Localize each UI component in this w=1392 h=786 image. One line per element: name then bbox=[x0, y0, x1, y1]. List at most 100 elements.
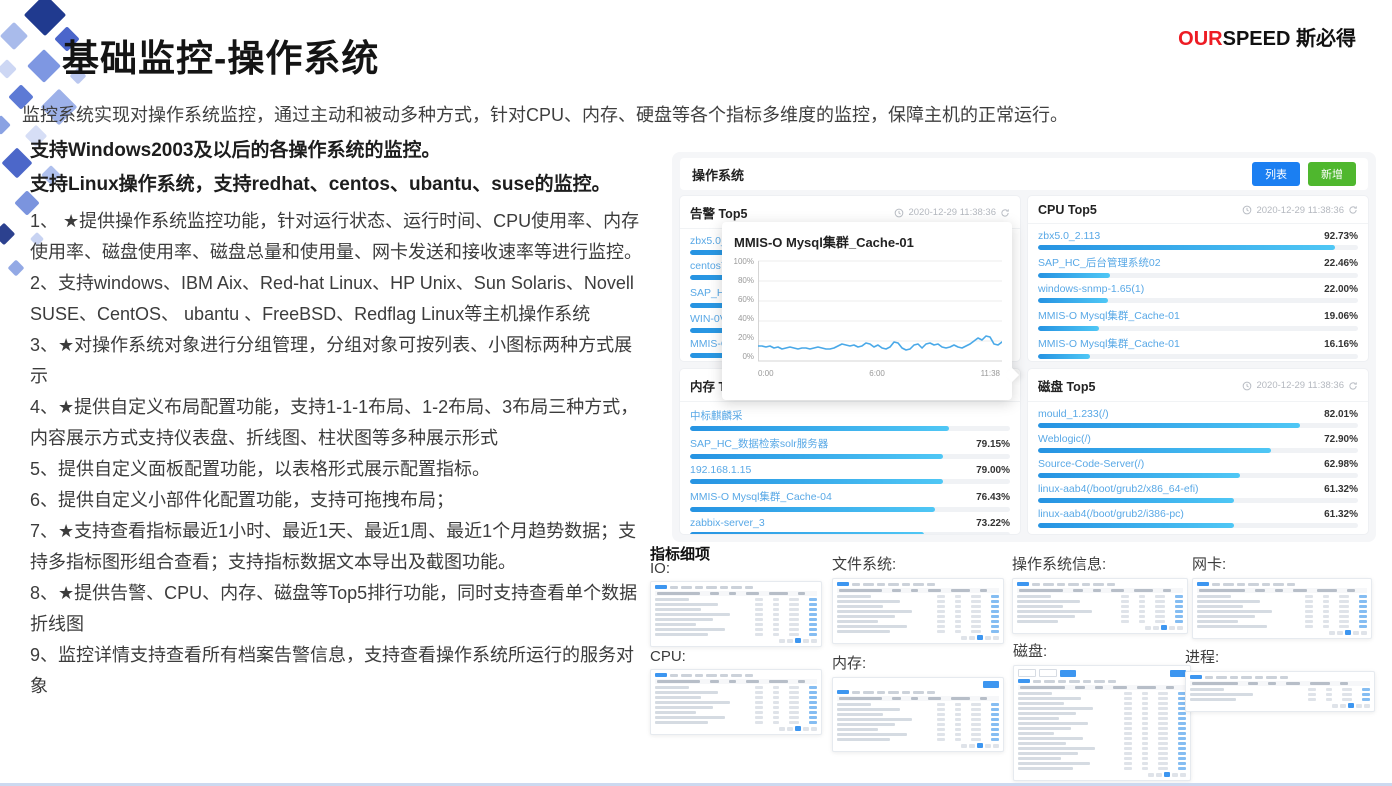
decoration-diamond bbox=[27, 49, 61, 83]
top5-item-label[interactable]: zbx5.0_2.113 bbox=[1038, 230, 1101, 242]
preview-bar bbox=[955, 718, 961, 721]
preview-bar bbox=[789, 603, 799, 606]
top5-item: SAP_HC_数据检索solr服务器 79.15% bbox=[690, 433, 1010, 461]
preview-bar bbox=[1178, 722, 1186, 725]
top5-item-bar bbox=[690, 454, 1010, 459]
preview-bar bbox=[1364, 703, 1370, 708]
preview-bar bbox=[1255, 675, 1263, 679]
preview-table-row bbox=[1018, 697, 1186, 700]
preview-bar bbox=[655, 711, 696, 714]
preview-table-row bbox=[655, 608, 817, 611]
preview-bar bbox=[1142, 732, 1148, 735]
preview-table-head bbox=[655, 679, 817, 684]
clock-icon bbox=[895, 208, 904, 217]
preview-table-row bbox=[655, 696, 817, 699]
top5-item-label[interactable]: 192.168.1.15 bbox=[690, 464, 752, 476]
preview-bar bbox=[1178, 767, 1186, 770]
preview-bar bbox=[979, 697, 987, 700]
preview-bar bbox=[769, 592, 788, 595]
top5-item: 192.168.1.15 79.00% bbox=[690, 461, 1010, 486]
preview-bar bbox=[1142, 742, 1148, 745]
top5-item-label[interactable]: Weblogic(/) bbox=[1038, 433, 1091, 445]
preview-bar bbox=[937, 723, 945, 726]
preview-bar bbox=[809, 696, 817, 699]
preview-pagination bbox=[837, 743, 999, 748]
preview-bar bbox=[773, 716, 779, 719]
preview-bar bbox=[1175, 610, 1183, 613]
preview-bar bbox=[773, 721, 779, 724]
preview-bar bbox=[1057, 582, 1065, 586]
metric-group: 操作系统信息: bbox=[1012, 553, 1188, 634]
company-logo: OURSPEED 斯必得 bbox=[1178, 22, 1356, 51]
preview-bar bbox=[789, 711, 799, 714]
preview-bar bbox=[1124, 712, 1132, 715]
preview-table-row bbox=[1197, 610, 1367, 613]
preview-bar bbox=[809, 711, 817, 714]
top5-item-bar bbox=[1038, 523, 1358, 528]
top5-item-label[interactable]: SAP_HC_数据检索solr服务器 bbox=[690, 438, 829, 450]
panel-timestamp: 2020-12-29 11:38:36 bbox=[1256, 204, 1344, 216]
logo-text-our: OUR bbox=[1178, 28, 1223, 50]
preview-bar bbox=[1361, 630, 1367, 635]
preview-bar bbox=[1158, 712, 1168, 715]
preview-bar bbox=[927, 690, 935, 694]
preview-bar bbox=[937, 708, 945, 711]
top5-item-label[interactable]: MMIS-O Mysql集群_Cache-01 bbox=[1038, 338, 1180, 350]
refresh-icon[interactable] bbox=[1000, 208, 1010, 218]
preview-bar bbox=[1177, 625, 1183, 630]
preview-bar bbox=[1275, 589, 1283, 592]
preview-table-row bbox=[1017, 595, 1183, 598]
preview-table-row bbox=[1018, 702, 1186, 705]
metric-group-label: 操作系统信息: bbox=[1012, 556, 1107, 573]
preview-bar bbox=[655, 716, 725, 719]
dashboard-header: 操作系统 列表 新增 bbox=[680, 158, 1368, 190]
preview-bar bbox=[1124, 742, 1132, 745]
preview-bar bbox=[1205, 675, 1213, 679]
preview-tabs bbox=[655, 673, 817, 677]
preview-bar bbox=[1124, 757, 1132, 760]
preview-bar bbox=[837, 595, 871, 598]
preview-bar bbox=[809, 686, 817, 689]
preview-bar bbox=[985, 743, 991, 748]
preview-bar bbox=[902, 690, 910, 694]
refresh-icon[interactable] bbox=[1348, 205, 1358, 215]
top5-item-label[interactable]: mould_1.233(/) bbox=[1038, 408, 1109, 420]
decoration-diamond bbox=[0, 59, 17, 79]
refresh-icon[interactable] bbox=[1348, 381, 1358, 391]
preview-bar bbox=[773, 701, 779, 704]
top5-item-label[interactable]: zabbix-server_3 bbox=[690, 517, 765, 529]
panel-header: CPU Top5 2020-12-29 11:38:36 bbox=[1028, 196, 1368, 224]
preview-bar bbox=[809, 618, 817, 621]
preview-table-row bbox=[1190, 693, 1370, 696]
preview-bar bbox=[809, 598, 817, 601]
top5-item: 中标麒麟采 bbox=[690, 405, 1010, 433]
top5-item-label[interactable]: 中标麒麟采 bbox=[690, 410, 743, 422]
preview-bar bbox=[1124, 692, 1132, 695]
top5-item-label[interactable]: MMIS-O Mysql集群_Cache-01 bbox=[1038, 310, 1180, 322]
preview-bar bbox=[1323, 615, 1329, 618]
list-view-button[interactable]: 列表 bbox=[1252, 162, 1300, 186]
preview-bar bbox=[991, 713, 999, 716]
preview-bar bbox=[1178, 717, 1186, 720]
preview-bar bbox=[1142, 737, 1148, 740]
preview-bar bbox=[1197, 600, 1260, 603]
preview-bar bbox=[1018, 732, 1054, 735]
preview-bar bbox=[755, 618, 763, 621]
preview-bar bbox=[746, 680, 760, 683]
preview-bar bbox=[1339, 610, 1349, 613]
preview-tabs bbox=[837, 690, 999, 694]
top5-item-label[interactable]: MMIS-O Mysql集群_Cache-04 bbox=[690, 491, 832, 503]
preview-table-row bbox=[837, 615, 999, 618]
top5-item-label[interactable]: linux-aab4(/boot/grub2/i386-pc) bbox=[1038, 508, 1184, 520]
top5-item-label[interactable]: linux-aab4(/boot/grub2/x86_64-efi) bbox=[1038, 483, 1199, 495]
top5-item-bar bbox=[1038, 473, 1358, 478]
preview-bar bbox=[809, 691, 817, 694]
preview-bar bbox=[1308, 698, 1316, 701]
decoration-diamond bbox=[0, 222, 16, 246]
preview-bar bbox=[877, 582, 885, 586]
top5-item-label[interactable]: windows-snmp-1.65(1) bbox=[1038, 283, 1145, 295]
add-button[interactable]: 新增 bbox=[1308, 162, 1356, 186]
top5-item-label[interactable]: Source-Code-Server(/) bbox=[1038, 458, 1145, 470]
top5-item-label[interactable]: SAP_HC_后台管理系统02 bbox=[1038, 257, 1161, 269]
panel-meta: 2020-12-29 11:38:36 bbox=[1242, 205, 1358, 216]
